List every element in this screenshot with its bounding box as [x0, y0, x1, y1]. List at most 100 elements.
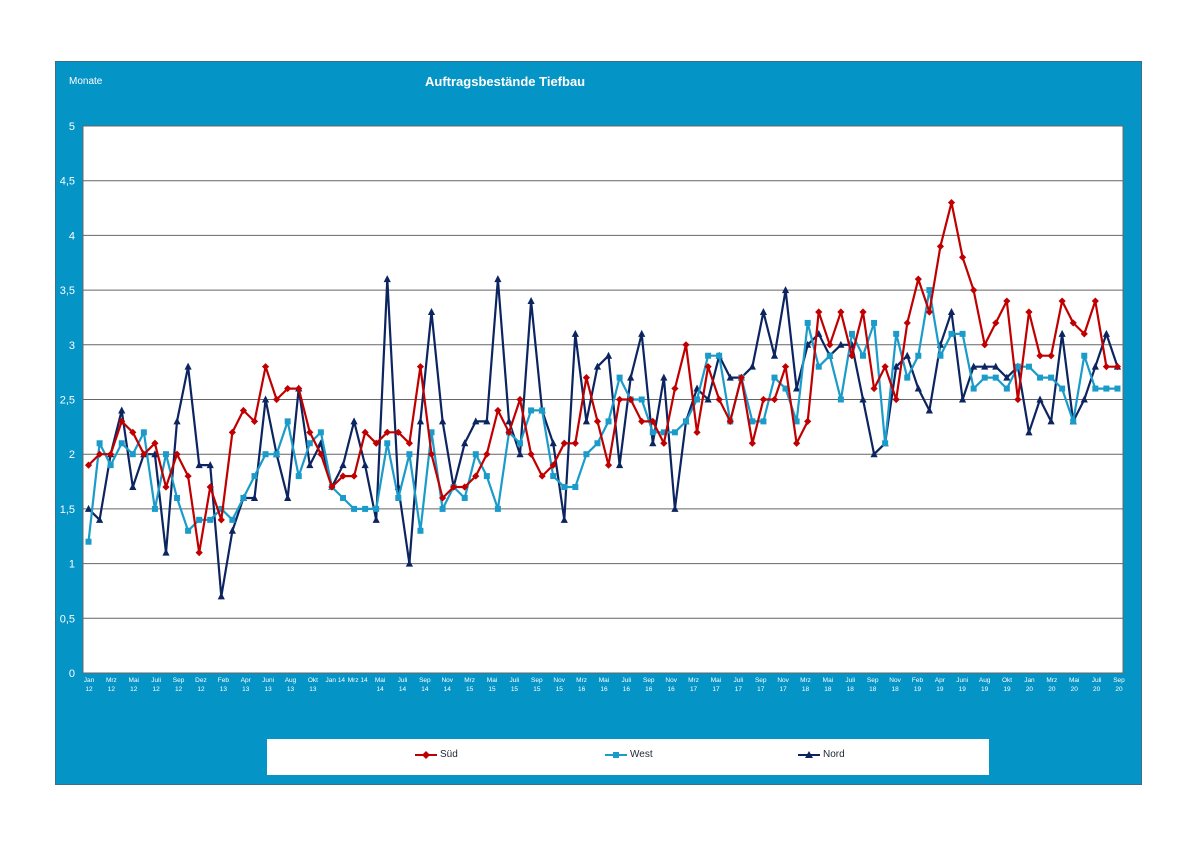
data-point	[1102, 363, 1111, 371]
data-point	[84, 504, 93, 512]
data-point	[726, 417, 734, 425]
data-point	[605, 418, 612, 425]
x-tick-label: Nov 14	[441, 677, 453, 693]
data-point	[140, 429, 147, 436]
x-tick-label: Mai 12	[129, 677, 139, 693]
x-tick-label: Dez 12	[195, 677, 207, 693]
data-point	[925, 308, 933, 316]
data-point	[240, 494, 247, 501]
data-point	[516, 450, 524, 458]
data-point	[804, 319, 811, 326]
x-tick-label: Sep 14	[419, 677, 431, 693]
data-point	[970, 385, 977, 392]
x-tick-label: Aug 19	[979, 677, 991, 693]
data-point	[151, 439, 159, 447]
data-point	[494, 406, 502, 415]
data-point	[196, 516, 203, 523]
x-tick-label: Juni 13	[262, 677, 274, 693]
data-point	[937, 352, 944, 359]
data-point	[759, 307, 768, 315]
legend-marker-sued-icon	[415, 750, 437, 759]
data-point	[383, 275, 391, 283]
y-tick-label: 4,5	[60, 176, 75, 188]
data-point	[1037, 374, 1044, 381]
data-point	[206, 483, 214, 491]
data-point	[395, 494, 402, 501]
data-point	[550, 473, 557, 480]
data-point	[405, 439, 413, 447]
x-tick-label: Mrz 15	[464, 677, 475, 693]
data-point	[1081, 352, 1088, 359]
legend: Süd West Nord	[267, 739, 989, 775]
data-point	[438, 494, 447, 502]
data-point	[893, 330, 900, 337]
x-tick-label: Mrz 18	[800, 677, 811, 693]
data-point	[992, 319, 1000, 327]
data-point	[1014, 395, 1022, 404]
data-point	[118, 440, 125, 447]
data-point	[671, 429, 678, 436]
y-tick-label: 1	[69, 559, 75, 571]
data-point	[295, 384, 303, 393]
data-point	[870, 450, 878, 458]
data-point	[947, 198, 956, 207]
data-point	[173, 450, 181, 458]
data-point	[95, 450, 104, 458]
x-tick-label: Juli 15	[510, 677, 520, 693]
data-point	[1069, 319, 1077, 327]
x-tick-label: Nov 15	[553, 677, 565, 693]
series-line-süd	[87, 201, 1118, 554]
data-point	[649, 429, 656, 436]
data-point	[539, 407, 546, 414]
data-point	[1003, 385, 1010, 392]
data-point	[372, 515, 380, 523]
x-tick-label: Jan 14	[326, 677, 346, 684]
data-point	[173, 417, 181, 425]
data-point	[970, 362, 978, 370]
data-point	[250, 493, 259, 501]
data-point	[129, 451, 136, 458]
legend-marker-nord-icon	[798, 750, 820, 758]
data-point	[593, 417, 602, 425]
data-point	[627, 395, 635, 404]
data-point	[936, 242, 945, 250]
data-point	[207, 516, 214, 523]
data-point	[107, 450, 115, 458]
chart-title: Auftragsbestände Tiefbau	[425, 74, 586, 89]
data-point	[416, 417, 425, 425]
data-point	[970, 286, 978, 294]
data-point	[394, 428, 402, 436]
data-point	[704, 363, 712, 371]
data-point	[239, 406, 248, 415]
data-point	[826, 352, 833, 359]
data-point	[1003, 373, 1011, 381]
data-point	[1014, 363, 1021, 370]
x-tick-label: Okt 19	[1002, 677, 1012, 693]
data-point	[782, 385, 789, 392]
data-point	[1080, 395, 1088, 403]
data-point	[461, 483, 469, 491]
data-point	[516, 395, 524, 404]
data-point	[903, 351, 911, 359]
data-point	[340, 494, 346, 501]
data-point	[981, 374, 988, 381]
y-tick-label: 2,5	[60, 395, 75, 407]
data-point	[151, 505, 158, 512]
data-point	[571, 439, 579, 447]
data-point	[174, 494, 181, 501]
data-point	[361, 461, 369, 469]
data-point	[903, 319, 911, 327]
data-point	[771, 374, 778, 381]
data-point	[406, 451, 413, 458]
data-point	[528, 407, 535, 414]
data-point	[361, 428, 369, 436]
data-point	[472, 451, 479, 458]
data-point	[615, 461, 624, 469]
data-point	[549, 461, 557, 469]
data-point	[527, 297, 535, 305]
data-point	[882, 440, 889, 447]
data-point	[284, 493, 292, 501]
data-point	[781, 286, 790, 294]
data-point	[705, 352, 712, 359]
